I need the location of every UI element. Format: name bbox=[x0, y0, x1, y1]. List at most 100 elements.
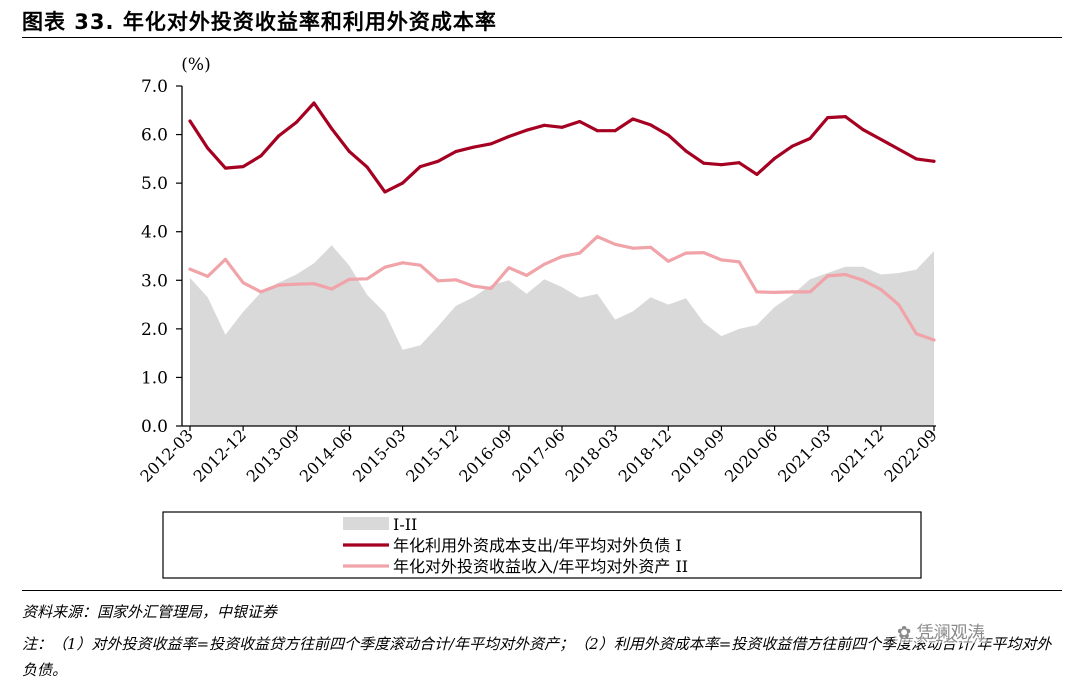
data-point bbox=[595, 235, 599, 239]
data-point bbox=[649, 245, 653, 249]
y-tick-label: 7.0 bbox=[141, 77, 168, 97]
data-point bbox=[666, 133, 670, 137]
source-text: 资料来源：国家外汇管理局，中银证券 bbox=[22, 603, 278, 621]
x-tick-label: 2021-12 bbox=[827, 425, 887, 485]
data-point bbox=[454, 278, 458, 282]
data-point bbox=[542, 123, 546, 127]
y-tick-label: 3.0 bbox=[141, 271, 168, 291]
data-point bbox=[418, 263, 422, 267]
data-point bbox=[489, 287, 493, 290]
x-tick-label: 2018-12 bbox=[615, 425, 675, 485]
data-point bbox=[932, 338, 936, 342]
figure-title: 图表 33. 年化对外投资收益率和利用外资成本率 bbox=[22, 10, 497, 34]
data-point bbox=[188, 267, 192, 271]
data-point bbox=[542, 262, 546, 266]
data-point bbox=[613, 242, 617, 246]
data-point bbox=[861, 278, 865, 282]
data-point bbox=[719, 163, 723, 167]
data-point bbox=[330, 127, 334, 131]
data-point bbox=[755, 290, 759, 294]
data-point bbox=[914, 332, 918, 336]
data-point bbox=[525, 128, 529, 132]
data-point bbox=[843, 115, 847, 119]
y-tick-label: 6.0 bbox=[141, 126, 168, 146]
data-point bbox=[418, 165, 422, 169]
x-tick-label: 2016-09 bbox=[455, 425, 515, 485]
data-point bbox=[578, 120, 582, 123]
series-line-1 bbox=[188, 101, 936, 194]
data-point bbox=[188, 119, 192, 123]
data-point bbox=[808, 290, 812, 294]
y-tick-label: 2.0 bbox=[141, 320, 168, 340]
data-point bbox=[347, 150, 351, 154]
y-tick-label: 0.0 bbox=[141, 417, 168, 437]
data-point bbox=[277, 134, 281, 138]
data-point bbox=[489, 142, 493, 146]
data-point bbox=[383, 265, 387, 269]
data-point bbox=[755, 172, 759, 176]
data-point bbox=[401, 261, 405, 265]
x-tick-label: 2021-03 bbox=[774, 425, 834, 485]
title-rule bbox=[22, 37, 1062, 38]
watermark: ✿ 凭澜观涛 bbox=[895, 618, 987, 643]
data-point bbox=[560, 255, 564, 258]
legend-label-2: 年化对外投资收益收入/年平均对外资产 II bbox=[393, 557, 688, 576]
data-point bbox=[879, 137, 883, 141]
data-point bbox=[773, 156, 777, 160]
data-point bbox=[737, 260, 741, 264]
footer-rule bbox=[22, 590, 1062, 591]
data-point bbox=[613, 129, 617, 133]
data-point bbox=[525, 273, 529, 277]
data-point bbox=[560, 125, 564, 129]
data-point bbox=[330, 287, 334, 291]
data-point bbox=[631, 117, 635, 121]
y-tick-label: 1.0 bbox=[141, 368, 168, 388]
x-tick-label: 2018-03 bbox=[562, 425, 622, 485]
data-point bbox=[312, 282, 316, 286]
data-point bbox=[471, 284, 475, 288]
data-point bbox=[649, 123, 653, 127]
data-point bbox=[471, 145, 475, 149]
x-tick-label: 2014-06 bbox=[296, 425, 356, 485]
data-point bbox=[897, 303, 901, 307]
legend-label-1: 年化利用外资成本支出/年平均对外负债 I bbox=[393, 536, 682, 555]
data-point bbox=[365, 277, 369, 281]
data-point bbox=[826, 116, 830, 120]
data-point bbox=[914, 157, 918, 161]
data-point bbox=[294, 282, 298, 286]
data-point bbox=[383, 190, 387, 194]
data-point bbox=[702, 251, 706, 255]
data-point bbox=[808, 137, 812, 140]
legend-box bbox=[162, 511, 922, 579]
x-tick-label: 2022-09 bbox=[880, 425, 940, 485]
plot-area: 0.01.02.03.04.05.06.07.02012-032012-1220… bbox=[136, 77, 940, 486]
data-point bbox=[347, 277, 351, 281]
data-point bbox=[879, 288, 883, 291]
data-point bbox=[790, 290, 794, 294]
data-point bbox=[507, 135, 511, 138]
data-point bbox=[277, 283, 281, 287]
x-tick-label: 2015-03 bbox=[349, 425, 409, 485]
data-point bbox=[436, 279, 440, 283]
data-point bbox=[631, 246, 635, 250]
data-point bbox=[206, 274, 210, 278]
data-point bbox=[737, 161, 741, 165]
y-tick-label: 4.0 bbox=[141, 223, 168, 243]
data-point bbox=[241, 165, 245, 169]
x-tick-label: 2017-06 bbox=[508, 425, 568, 485]
data-point bbox=[843, 273, 847, 276]
data-point bbox=[206, 146, 210, 150]
data-point bbox=[507, 266, 511, 270]
data-point bbox=[773, 290, 777, 294]
data-point bbox=[259, 290, 263, 294]
y-unit-label: (%) bbox=[181, 55, 210, 75]
data-point bbox=[578, 251, 582, 255]
data-point bbox=[719, 258, 723, 262]
data-point bbox=[897, 147, 901, 151]
x-tick-label: 2015-12 bbox=[402, 425, 462, 485]
data-point bbox=[861, 128, 865, 132]
data-point bbox=[826, 274, 830, 278]
data-point bbox=[365, 165, 369, 169]
legend: I-II 年化利用外资成本支出/年平均对外负债 I 年化对外投资收益收入/年平均对外… bbox=[343, 515, 688, 576]
